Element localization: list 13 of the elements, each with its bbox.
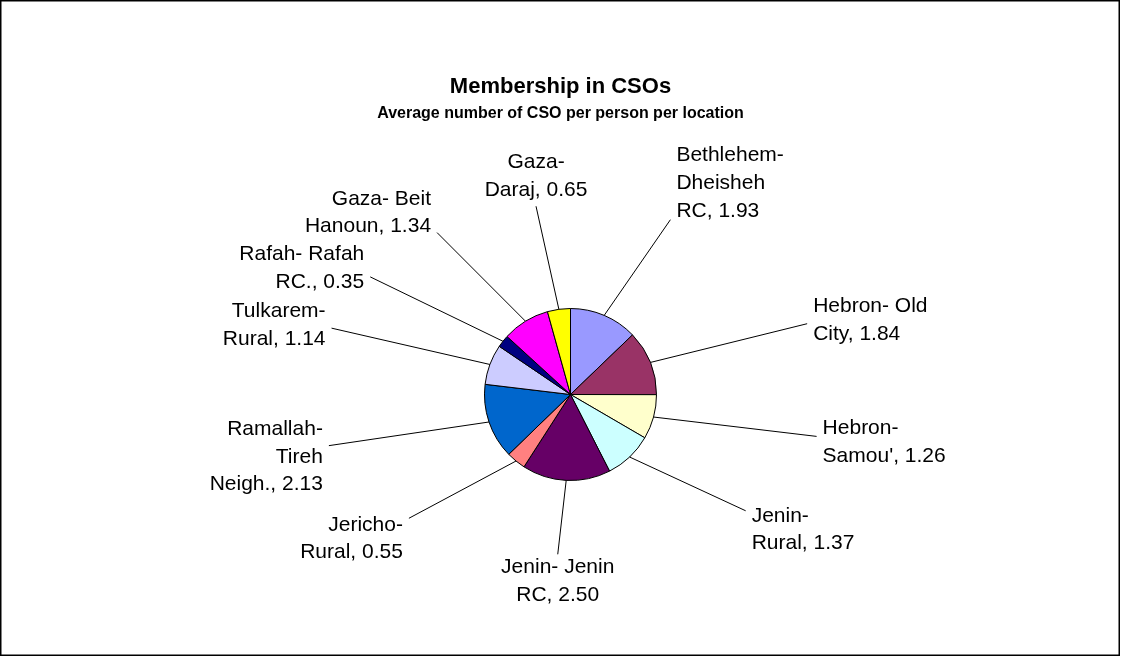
slice-label: Hebron- Old City, 1.84 [813,293,928,344]
chart-title: Membership in CSOs [449,73,672,98]
slice-label: Gaza- Beit Hanoun, 1.34 [304,185,432,237]
slice-label: Jericho- Rural, 0.55 [300,511,403,563]
slice-label: Gaza- Daraj, 0.65 [484,149,588,200]
slice-label: Hebron- Samou', 1.26 [822,414,946,466]
slice-label: Jenin- Jenin RC, 2.50 [501,554,615,605]
slice-label: Tulkarem- Rural, 1.14 [222,297,326,349]
slice-label: Ramallah- Tireh Neigh., 2.13 [209,416,323,495]
slice-label: Rafah- Rafah RC., 0.35 [239,241,365,292]
slice-label: Jenin- Rural, 1.37 [751,502,855,554]
slice-label: Bethlehem- Dheisheh RC, 1.93 [676,142,784,221]
chart-subtitle: Average number of CSO per person per location [377,104,744,121]
